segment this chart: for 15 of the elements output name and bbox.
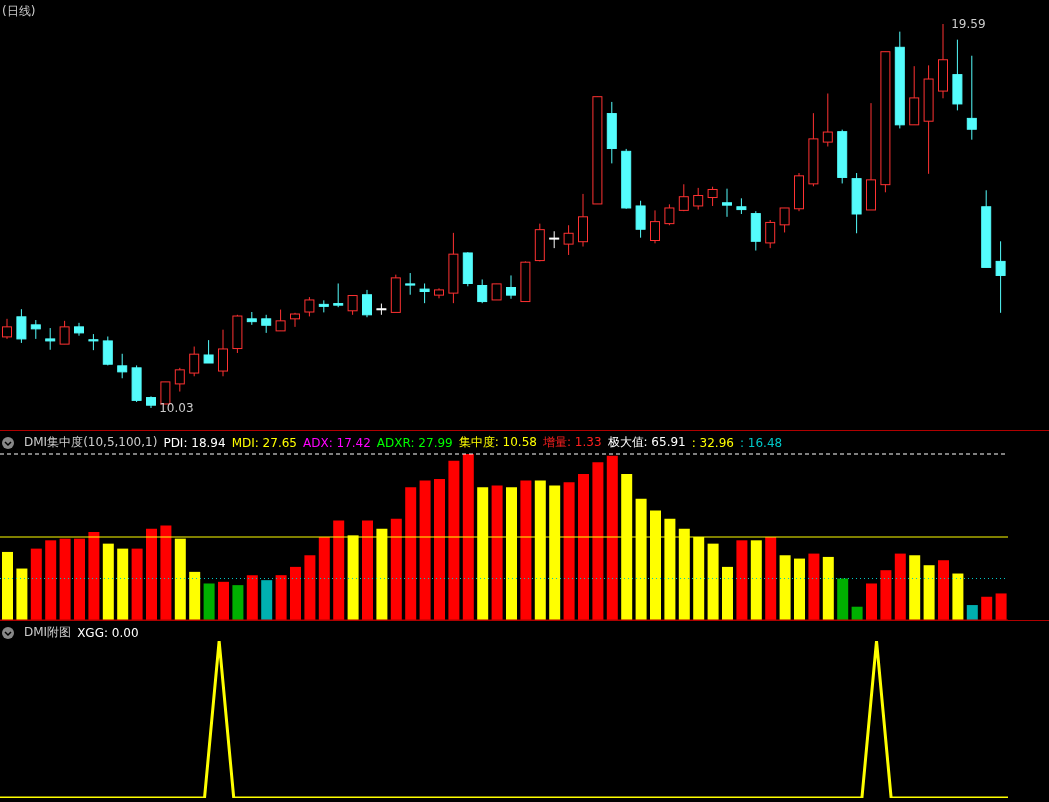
text: XGG: 0.00: [77, 625, 139, 640]
text: ADXR: 27.99: [376, 435, 453, 450]
chart-title: DMI附图: [24, 624, 72, 641]
chart-title: (日线): [2, 3, 36, 20]
chart-title: DMI集中度(10,5,100,1): [24, 434, 158, 451]
text: : 32.96: [691, 435, 734, 450]
text: : 16.48: [739, 435, 783, 450]
text: PDI: 18.94: [163, 435, 226, 450]
text: MDI: 27.65: [231, 435, 297, 450]
annotation: 19.59: [951, 17, 986, 32]
annotation: 10.03: [159, 401, 194, 416]
text: 集中度: 10.58: [458, 434, 537, 451]
text: 极大值: 65.91: [607, 434, 686, 451]
text: 增量: 1.33: [542, 434, 602, 451]
text: ADX: 17.42: [302, 435, 371, 450]
